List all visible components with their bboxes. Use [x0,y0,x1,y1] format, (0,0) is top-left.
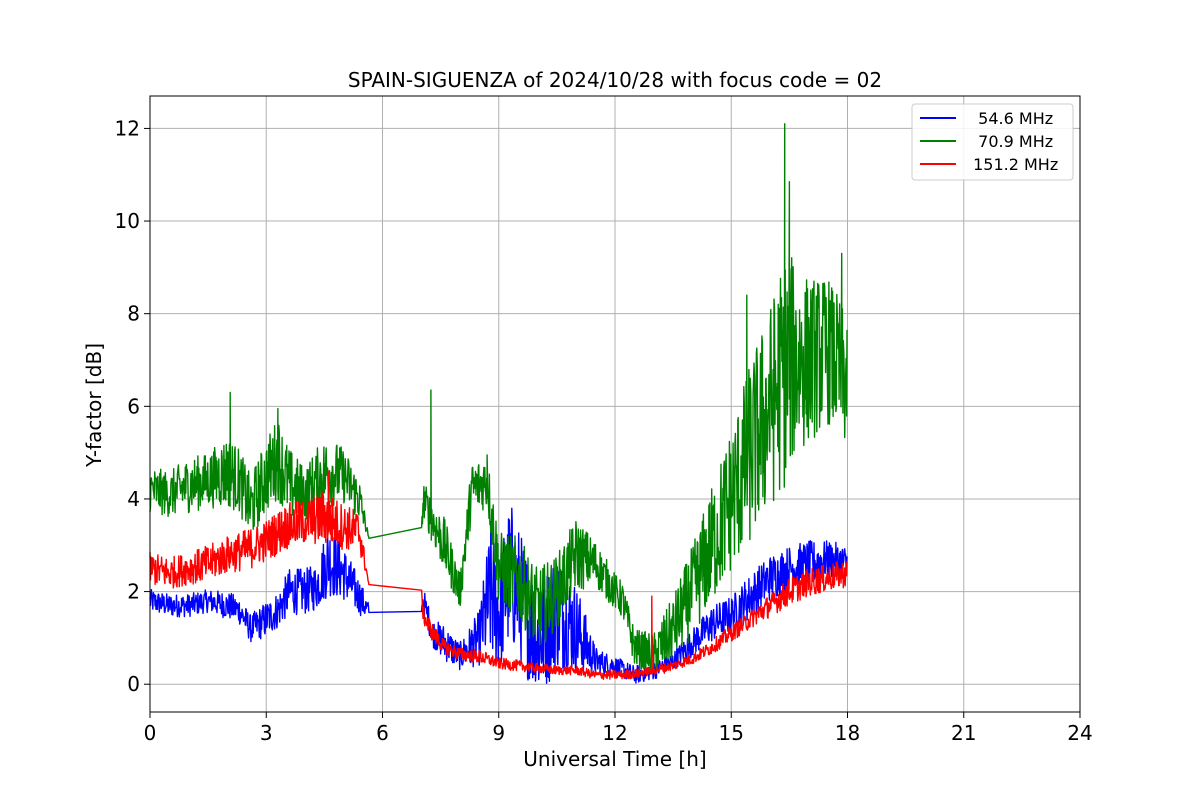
x-axis: 0 3 6 9 12 15 18 21 24 [144,712,1093,745]
series-line-2 [149,123,848,675]
x-tick-label: 24 [1067,721,1092,745]
x-axis-label: Universal Time [h] [523,747,706,771]
y-tick-label: 6 [127,394,140,418]
chart-title: SPAIN-SIGUENZA of 2024/10/28 with focus … [348,68,882,92]
y-axis-label: Y-factor [dB] [82,343,106,468]
x-tick-label: 18 [835,721,860,745]
x-tick-label: 15 [719,721,744,745]
series-line-3 [149,470,848,680]
x-tick-label: 12 [602,721,627,745]
x-tick-label: 9 [492,721,505,745]
legend-label: 54.6 MHz [968,109,1053,128]
legend-box [911,103,1074,181]
x-tick-label: 21 [951,721,976,745]
x-tick-label: 0 [144,721,157,745]
legend: 54.6 MHz 70.9 MHz 151.2 MHz [911,103,1074,181]
y-axis: 0 2 4 6 8 10 12 [115,116,150,696]
y-tick-label: 0 [127,672,140,696]
y-tick-label: 2 [127,580,140,604]
y-tick-label: 10 [115,209,140,233]
legend-label: 151.2 MHz [968,155,1058,174]
legend-label: 70.9 MHz [968,132,1053,151]
grid [149,96,1081,712]
x-tick-label: 6 [376,721,389,745]
series-group [149,123,848,684]
y-tick-label: 12 [115,116,140,140]
x-tick-label: 3 [260,721,273,745]
y-tick-label: 4 [127,487,140,511]
y-tick-label: 8 [127,302,140,326]
